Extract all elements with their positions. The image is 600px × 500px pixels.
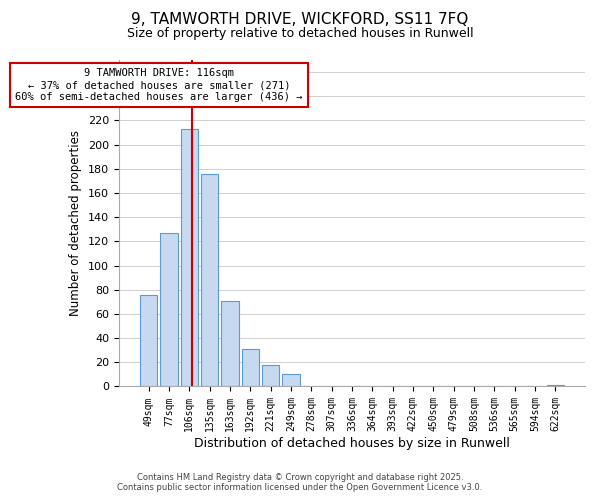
Bar xyxy=(181,129,198,386)
Bar xyxy=(262,364,279,386)
Y-axis label: Number of detached properties: Number of detached properties xyxy=(70,130,82,316)
Text: Size of property relative to detached houses in Runwell: Size of property relative to detached ho… xyxy=(127,28,473,40)
X-axis label: Distribution of detached houses by size in Runwell: Distribution of detached houses by size … xyxy=(194,437,510,450)
Bar xyxy=(140,294,157,386)
Bar xyxy=(201,174,218,386)
Text: Contains HM Land Registry data © Crown copyright and database right 2025.
Contai: Contains HM Land Registry data © Crown c… xyxy=(118,473,482,492)
Text: 9, TAMWORTH DRIVE, WICKFORD, SS11 7FQ: 9, TAMWORTH DRIVE, WICKFORD, SS11 7FQ xyxy=(131,12,469,28)
Bar xyxy=(160,233,178,386)
Bar xyxy=(221,300,239,386)
Bar xyxy=(283,374,299,386)
Text: 9 TAMWORTH DRIVE: 116sqm
← 37% of detached houses are smaller (271)
60% of semi-: 9 TAMWORTH DRIVE: 116sqm ← 37% of detach… xyxy=(15,68,302,102)
Bar xyxy=(242,349,259,387)
